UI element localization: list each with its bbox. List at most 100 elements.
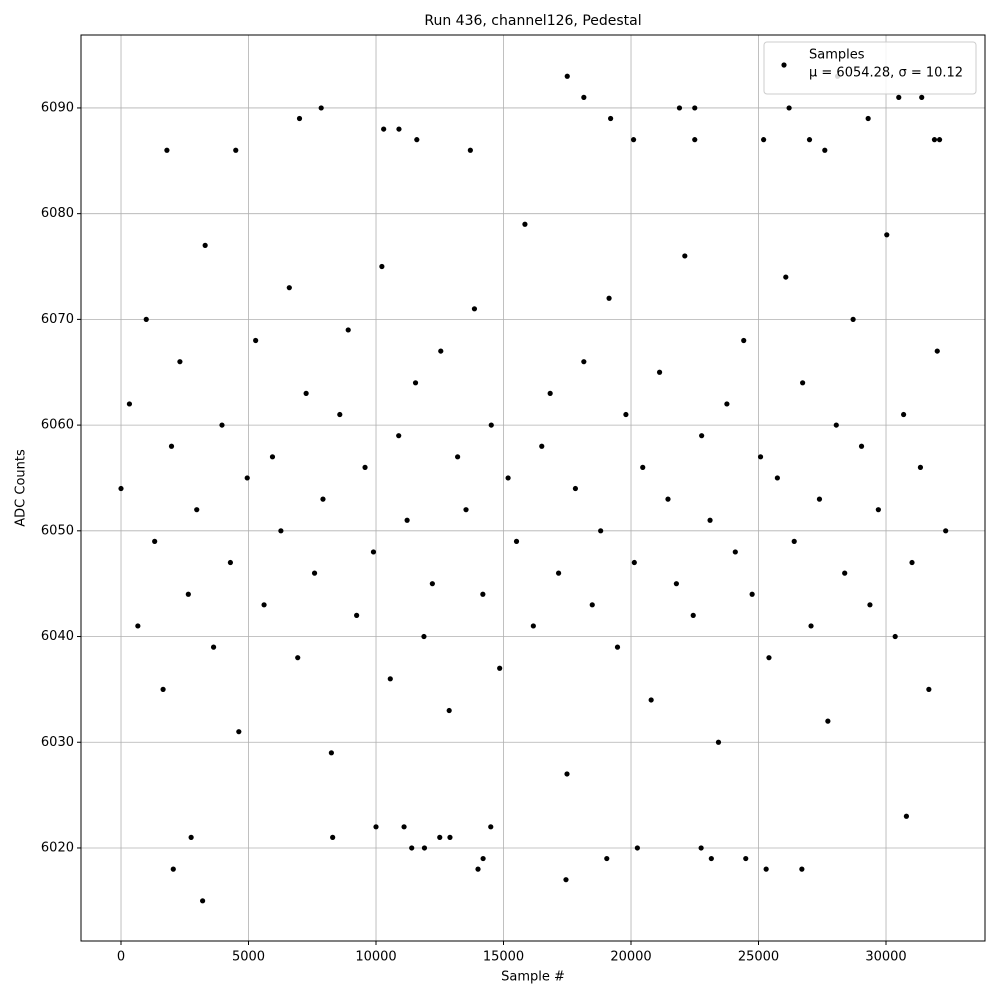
point: [160, 686, 166, 692]
point: [715, 739, 722, 745]
point: [761, 137, 767, 143]
point: [581, 94, 587, 100]
point: [564, 771, 570, 777]
point: [934, 348, 940, 354]
point: [437, 834, 443, 840]
point: [909, 559, 915, 566]
point: [497, 665, 503, 671]
plot-frame: [80, 34, 986, 942]
point: [429, 581, 435, 587]
point: [409, 845, 415, 851]
point: [480, 855, 486, 862]
point: [194, 507, 200, 513]
point: [692, 137, 698, 143]
point: [865, 115, 871, 122]
point: [330, 834, 336, 840]
point: [783, 274, 789, 280]
point: [763, 866, 769, 872]
point: [630, 137, 637, 143]
point: [505, 475, 511, 481]
point: [774, 475, 780, 481]
point: [614, 644, 621, 650]
point: [690, 612, 696, 618]
point: [530, 623, 536, 629]
y-tick-label: 6040: [41, 629, 74, 644]
point: [631, 559, 637, 566]
legend-marker: [781, 62, 787, 68]
y-tick-label: 6050: [41, 523, 74, 538]
point: [345, 327, 351, 333]
point: [513, 538, 520, 544]
point: [741, 337, 747, 344]
point: [188, 834, 194, 840]
point: [903, 813, 910, 819]
point: [404, 517, 410, 523]
point: [931, 137, 938, 143]
point: [581, 359, 587, 365]
point: [901, 411, 907, 418]
point: [598, 528, 604, 534]
point: [634, 845, 640, 851]
point: [926, 686, 932, 692]
x-tick-label: 20000: [610, 950, 651, 965]
point: [202, 242, 208, 248]
point: [373, 824, 379, 830]
point: [164, 147, 170, 153]
x-tick-label: 10000: [355, 950, 396, 965]
point: [177, 359, 183, 365]
point: [563, 877, 569, 883]
point: [143, 316, 149, 322]
point: [623, 411, 629, 418]
point: [875, 507, 881, 513]
point: [699, 433, 705, 439]
point: [539, 443, 545, 449]
x-tick-label: 5000: [232, 950, 265, 965]
point: [396, 126, 402, 132]
point: [261, 602, 267, 608]
x-tick-label: 0: [117, 950, 125, 965]
y-tick-label: 6090: [41, 100, 74, 115]
x-tick-label: 30000: [865, 950, 906, 965]
x-tick-label: 25000: [738, 950, 779, 965]
point: [421, 845, 428, 851]
point: [401, 824, 407, 830]
point: [707, 517, 713, 523]
point: [724, 401, 730, 407]
point: [604, 855, 610, 862]
point: [572, 485, 579, 492]
point: [381, 126, 387, 132]
point: [676, 105, 683, 111]
point: [488, 422, 494, 428]
point: [475, 866, 481, 872]
point: [673, 581, 679, 587]
point: [295, 655, 301, 661]
point: [896, 94, 902, 100]
point: [943, 528, 949, 534]
point: [362, 464, 368, 470]
point: [698, 845, 704, 851]
legend-text: μ = 6054.28, σ = 10.12: [809, 66, 963, 81]
point: [808, 623, 814, 629]
point: [555, 570, 562, 576]
point: [786, 105, 792, 111]
point: [311, 570, 318, 576]
point: [800, 380, 806, 386]
point: [446, 707, 452, 714]
y-tick-label: 6030: [41, 735, 74, 750]
point: [278, 528, 284, 534]
point: [640, 464, 646, 470]
point: [749, 591, 755, 597]
point: [589, 602, 595, 608]
point: [152, 538, 158, 544]
point: [286, 285, 292, 291]
y-tick-label: 6060: [41, 418, 74, 433]
point: [320, 496, 326, 502]
point: [648, 697, 654, 703]
point: [337, 411, 343, 418]
point: [858, 443, 865, 449]
point: [842, 570, 848, 576]
point: [522, 221, 528, 227]
point: [816, 496, 823, 502]
point: [387, 676, 393, 682]
point: [867, 602, 873, 608]
